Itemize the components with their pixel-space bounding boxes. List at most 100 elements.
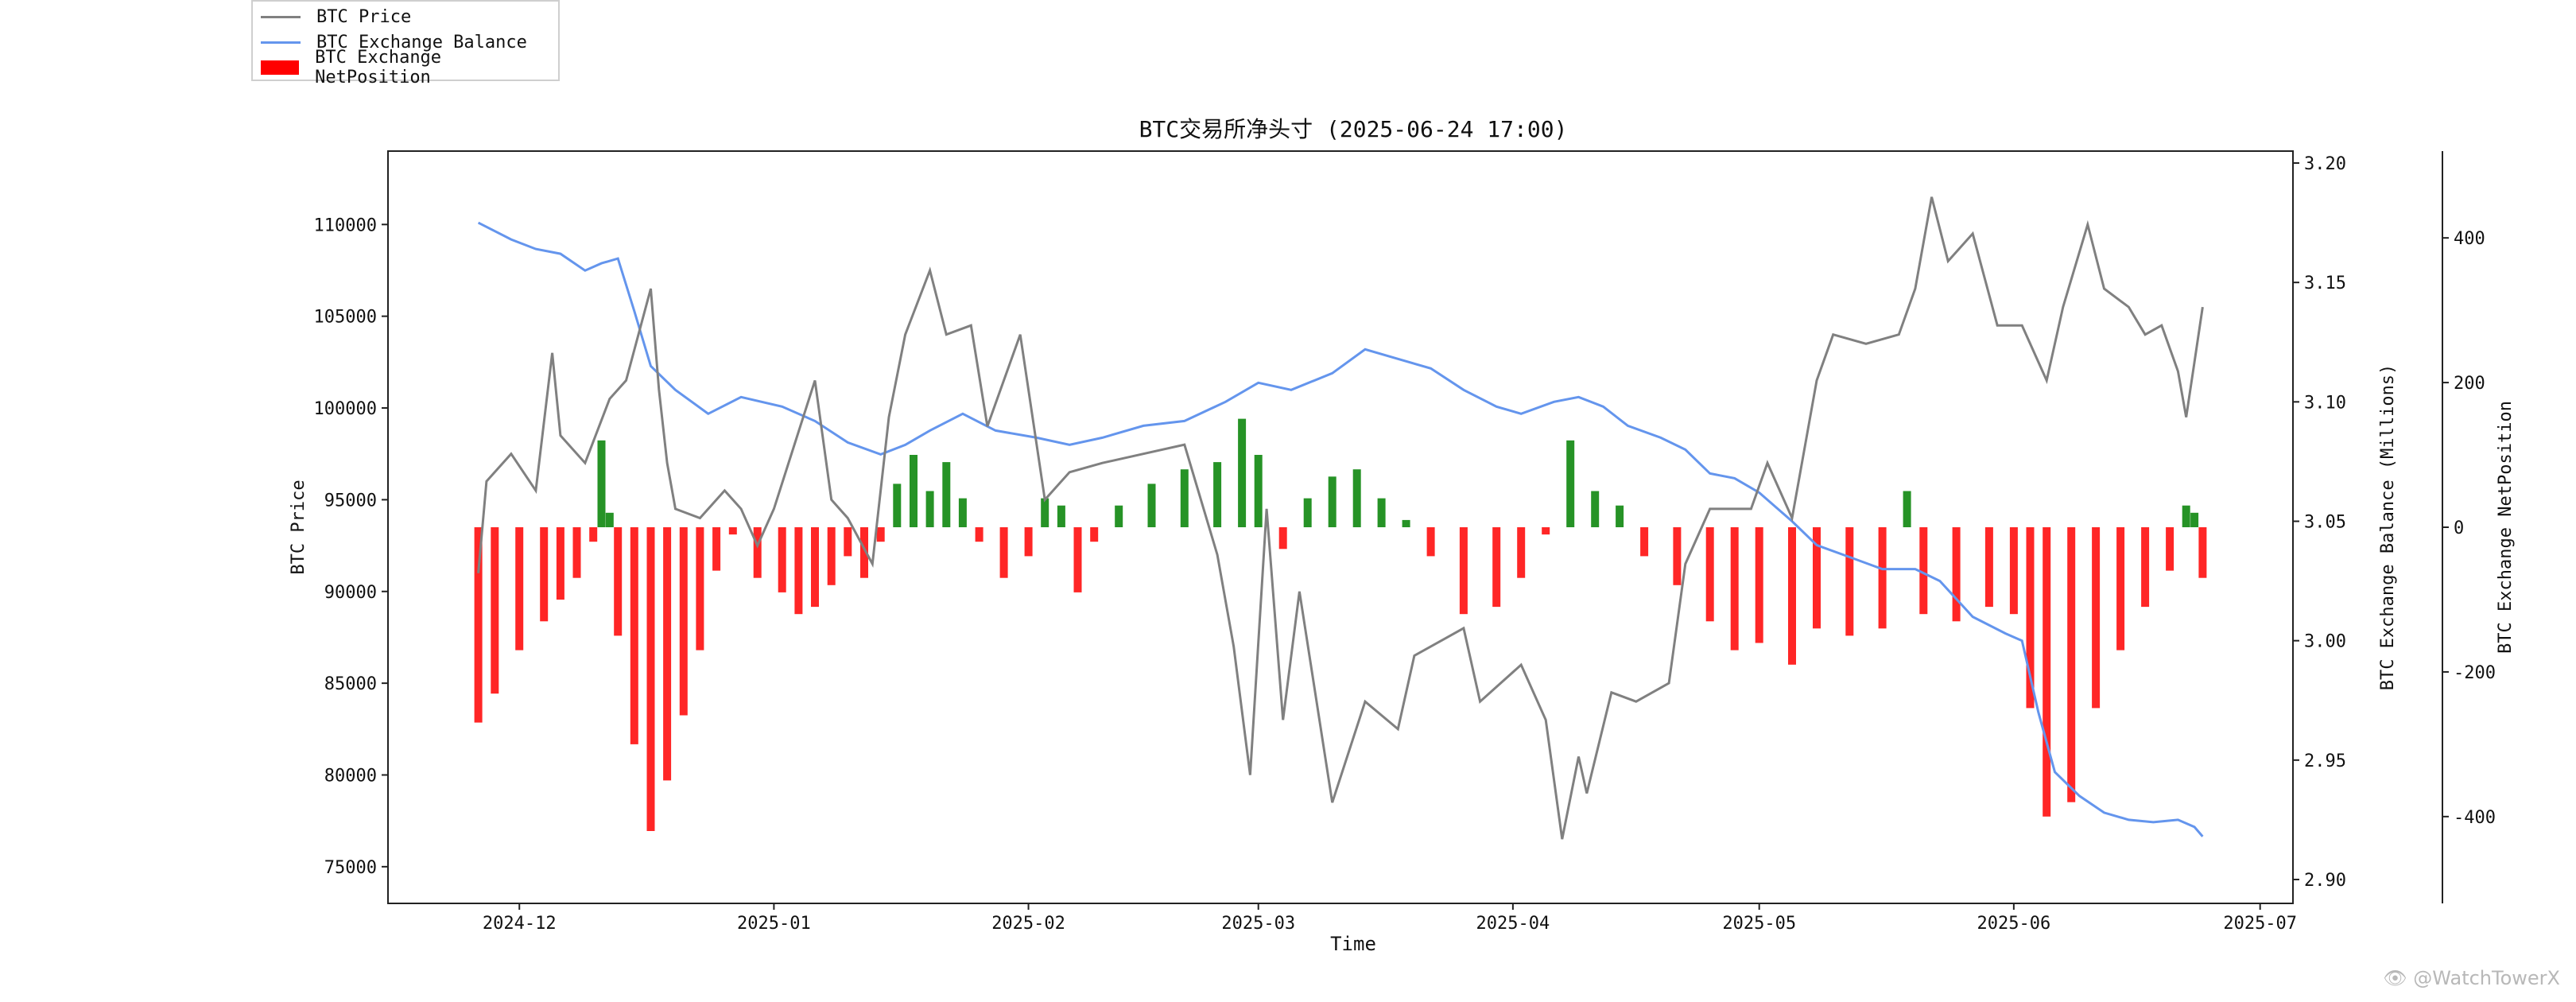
x-tick-label-7: 2025-07: [2223, 914, 2297, 934]
balance-tick-label-3: 3.05: [2304, 512, 2346, 532]
netposition-bar-25: [893, 484, 902, 527]
netposition-bar-61: [1755, 527, 1763, 643]
netposition-bar-29: [958, 498, 967, 527]
netposition-bar-2: [515, 527, 524, 651]
netposition-bar-10: [630, 527, 638, 744]
netposition-bar-56: [1616, 505, 1624, 527]
netposition-bar-38: [1147, 484, 1156, 527]
balance-axis-label: BTC Exchange Balance (Millions): [2378, 364, 2398, 691]
legend-item-price: BTC Price: [261, 5, 411, 29]
legend-swatch-balance: [261, 41, 301, 44]
netposition-bar-49: [1426, 527, 1435, 557]
netposition-bar-22: [844, 527, 852, 557]
netposition-bar-12: [663, 527, 672, 781]
netposition-bar-1: [491, 527, 499, 694]
balance-tick-label-6: 3.20: [2304, 154, 2346, 174]
legend-label-balance: BTC Exchange Balance: [316, 32, 527, 52]
netposition-bar-7: [597, 440, 606, 527]
netposition-bar-79: [2190, 512, 2199, 527]
price-tick-label-3: 90000: [324, 583, 377, 603]
netposition-bar-62: [1788, 527, 1796, 665]
legend-swatch-price: [261, 15, 301, 18]
x-tick-label-4: 2025-04: [1476, 914, 1550, 934]
netposition-bar-64: [1845, 527, 1854, 636]
netposition-bar-31: [999, 527, 1008, 578]
x-tick-label-2: 2025-02: [991, 914, 1065, 934]
netposition-bar-54: [1566, 440, 1575, 527]
netposition-bar-51: [1492, 527, 1501, 608]
netposition-bar-19: [794, 527, 803, 615]
netposition-bar-3: [540, 527, 549, 622]
netposition-bar-15: [712, 527, 721, 571]
netposition-bar-14: [696, 527, 704, 651]
netposition-tick-label-2: 0: [2454, 518, 2464, 538]
netposition-bar-71: [2026, 527, 2035, 709]
netposition-bar-40: [1213, 462, 1222, 527]
balance-tick-label-2: 3.00: [2304, 632, 2346, 652]
netposition-bar-46: [1352, 469, 1361, 527]
netposition-tick-label-1: -200: [2454, 663, 2496, 683]
netposition-bar-43: [1278, 527, 1287, 550]
netposition-bar-0: [474, 527, 483, 723]
netposition-bar-20: [811, 527, 819, 608]
netposition-bar-6: [589, 527, 598, 542]
legend-label-netposition: BTC Exchange NetPosition: [315, 48, 442, 87]
price-line: [477, 196, 2204, 840]
netposition-bar-36: [1090, 527, 1099, 542]
netposition-bar-68: [1952, 527, 1961, 622]
netposition-bar-44: [1303, 498, 1312, 527]
x-tick-label-0: 2024-12: [483, 914, 557, 934]
netposition-bar-55: [1591, 491, 1600, 527]
netposition-bar-28: [942, 462, 951, 527]
netposition-bar-17: [753, 527, 762, 578]
netposition-bar-77: [2166, 527, 2174, 571]
netposition-tick-label-3: 200: [2454, 374, 2485, 394]
netposition-bar-9: [614, 527, 623, 636]
price-tick-label-2: 85000: [324, 674, 377, 694]
chart-title: BTC交易所净头寸 (2025-06-24 17:00): [1139, 116, 1568, 142]
netposition-bar-39: [1180, 469, 1189, 527]
netposition-bar-42: [1254, 455, 1263, 527]
netposition-bar-76: [2141, 527, 2150, 608]
netposition-axis-label: BTC Exchange NetPosition: [2496, 401, 2516, 654]
legend-item-netposition: BTC Exchange NetPosition: [261, 48, 558, 87]
price-tick-label-0: 75000: [324, 858, 377, 878]
netposition-bar-34: [1057, 505, 1065, 527]
x-tick-label-1: 2025-01: [737, 914, 811, 934]
plot-frame: [387, 150, 2294, 904]
netposition-bar-21: [827, 527, 836, 585]
watermark: 👁 @WatchTowerX: [2383, 967, 2560, 989]
price-tick-label-6: 105000: [314, 308, 377, 328]
netposition-bar-50: [1459, 527, 1468, 615]
netposition-tick-label-4: 400: [2454, 229, 2485, 249]
netposition-bar-70: [2009, 527, 2018, 615]
netposition-bar-60: [1730, 527, 1739, 651]
netposition-bar-11: [646, 527, 655, 831]
netposition-bar-26: [910, 455, 918, 527]
x-tick-label-5: 2025-05: [1722, 914, 1796, 934]
netposition-bar-13: [679, 527, 688, 716]
balance-tick-label-1: 2.95: [2304, 752, 2346, 771]
price-tick-label-1: 80000: [324, 766, 377, 786]
price-axis-label: BTC Price: [289, 480, 308, 574]
netposition-bar-80: [2198, 527, 2207, 578]
netposition-bar-72: [2043, 527, 2051, 817]
price-tick-label-5: 100000: [314, 399, 377, 419]
netposition-bar-41: [1238, 418, 1247, 527]
netposition-bar-73: [2067, 527, 2076, 802]
netposition-bar-53: [1542, 527, 1550, 535]
netposition-bar-4: [556, 527, 564, 600]
netposition-bar-35: [1073, 527, 1082, 592]
balance-line: [477, 221, 2204, 837]
balance-tick-label-5: 3.15: [2304, 274, 2346, 293]
netposition-bar-47: [1377, 498, 1386, 527]
netposition-bar-67: [1919, 527, 1928, 615]
netposition-bar-63: [1813, 527, 1821, 629]
netposition-bar-48: [1402, 519, 1410, 527]
netposition-bar-37: [1115, 505, 1123, 527]
legend-item-balance: BTC Exchange Balance: [261, 30, 527, 54]
netposition-bar-74: [2092, 527, 2101, 709]
price-tick-label-7: 110000: [314, 216, 377, 235]
x-tick-label-6: 2025-06: [1977, 914, 2051, 934]
